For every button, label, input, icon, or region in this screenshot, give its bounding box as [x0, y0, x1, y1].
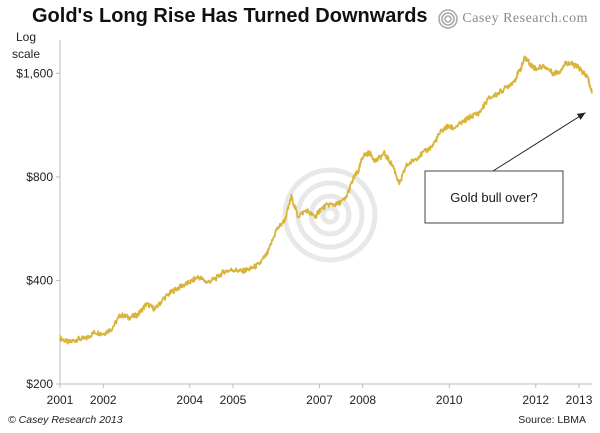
x-tick-label: 2004 — [176, 393, 203, 407]
y-tick-label: $800 — [26, 170, 53, 184]
casey-research-logo-icon — [438, 9, 459, 29]
y-axis-label-line-1: Log — [15, 30, 37, 44]
brand-word-research: Research.com — [503, 11, 588, 26]
annotation-box — [424, 170, 564, 224]
x-ticks: 2001 2002 2004 2005 2007 2008 2010 2012 2013 — [47, 384, 593, 407]
y-tick-label: $200 — [26, 377, 53, 391]
annotation-arrowhead — [576, 112, 586, 120]
y-axis-label-line-2: scale — [11, 47, 40, 61]
annotation-text: Gold bull over? — [450, 190, 537, 205]
x-tick-label: 2005 — [220, 393, 247, 407]
annotation-arrow — [492, 112, 586, 172]
watermark-logo — [282, 167, 378, 263]
source-note: Source: LBMA — [518, 414, 586, 426]
y-tick-label: $400 — [26, 273, 53, 287]
gold-price-line — [59, 55, 593, 345]
brand-word-casey: Casey — [462, 11, 500, 26]
x-tick-label: 2007 — [306, 393, 333, 407]
x-tick-label: 2010 — [436, 393, 463, 407]
y-ticks: $200 $400 $800 $1,600 — [16, 66, 60, 391]
x-tick-label: 2013 — [566, 393, 593, 407]
y-tick-label: $1,600 — [16, 66, 53, 80]
x-tick-label: 2008 — [349, 393, 376, 407]
x-tick-label: 2002 — [90, 393, 117, 407]
annotation: Gold bull over? — [424, 112, 586, 224]
x-tick-label: 2001 — [47, 393, 74, 407]
brand-logo: Casey Research.com — [438, 9, 588, 29]
copyright-note: © Casey Research 2013 — [8, 414, 123, 426]
chart-title: Gold's Long Rise Has Turned Downwards — [32, 5, 428, 27]
x-tick-label: 2012 — [522, 393, 549, 407]
y-axis-label: Log scale — [10, 29, 42, 63]
